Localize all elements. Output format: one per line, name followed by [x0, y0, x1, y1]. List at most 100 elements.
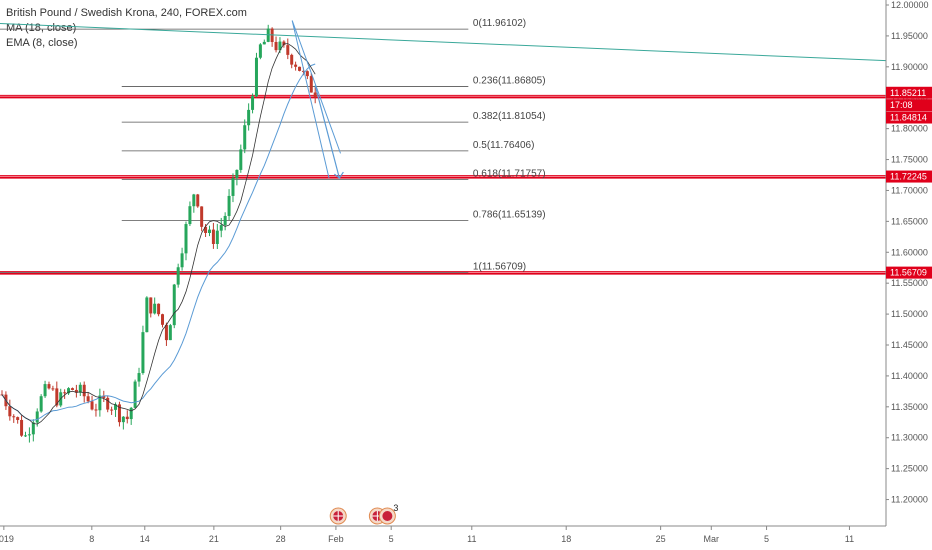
drawings [0, 20, 887, 179]
price-tag-label-3: 11.72245 [890, 172, 927, 182]
candle-body [51, 388, 55, 390]
candle-body [254, 57, 258, 97]
candle-body [305, 71, 309, 77]
candle-body [78, 384, 82, 393]
candle-body [298, 66, 302, 71]
candle-body [145, 297, 149, 333]
candle-body [286, 45, 290, 55]
fib-label-4: 0.618(11.71757) [473, 169, 546, 180]
x-tick-label: Mar [704, 534, 720, 544]
fibonacci-retracement: 0(11.96102) 0.236(11.86805) 0.382(11.81054… [0, 18, 546, 274]
y-tick-label: 11.70000 [891, 185, 928, 195]
y-tick-label: 11.95000 [891, 31, 928, 41]
price-tag-2 [886, 111, 932, 124]
candle-body [82, 384, 86, 397]
candle-body [8, 406, 12, 417]
candle-body [251, 96, 255, 110]
candle-body [110, 409, 114, 411]
price-tag-label-1: 17:08 [890, 100, 913, 110]
candle-body [301, 70, 305, 72]
horizontal-levels [0, 94, 886, 275]
candle-body [278, 41, 282, 51]
candle-body [204, 226, 208, 233]
candle-body [94, 409, 98, 411]
ema-indicator-label[interactable]: EMA (8, close) [6, 37, 78, 49]
candle-body [188, 206, 192, 225]
x-tick-label: 18 [561, 534, 571, 544]
candle-body [274, 41, 278, 51]
candle-body [164, 324, 168, 341]
candle-body [219, 225, 223, 231]
price-tag-4 [886, 266, 932, 279]
candle-body [149, 297, 153, 314]
candle-body [141, 332, 145, 374]
candle-body [133, 381, 137, 408]
y-tick-label: 11.40000 [891, 371, 928, 381]
candle-body [309, 76, 313, 93]
projection-lines [291, 20, 341, 179]
candle-body [39, 396, 43, 412]
fib-label-1: 0.236(11.86805) [473, 76, 546, 87]
candle-body [129, 407, 133, 420]
y-tick-label: 11.45000 [891, 340, 928, 350]
candle-body [282, 41, 286, 46]
candle-body [16, 417, 20, 420]
candle-body [47, 384, 51, 389]
candle-body [125, 416, 129, 420]
fib-label-5: 0.786(11.65139) [473, 210, 546, 221]
candle-body [313, 92, 317, 97]
candle-body [227, 195, 231, 216]
event-flag-icon[interactable]: 3 [368, 503, 398, 525]
y-tick-label: 11.30000 [891, 433, 928, 443]
x-tick-label: 28 [276, 534, 286, 544]
time-axis-bg [0, 526, 932, 550]
candle-body [106, 397, 110, 410]
y-tick-label: 11.25000 [891, 464, 928, 474]
x-tick-label: 25 [656, 534, 666, 544]
candle-body [102, 395, 106, 398]
x-tick-label: 2019 [0, 534, 14, 544]
candle-body [211, 229, 215, 244]
x-tick-label: 21 [209, 534, 219, 544]
candle-body [172, 284, 176, 326]
candle-body [70, 388, 74, 390]
ma-line [1, 63, 316, 421]
y-tick-label: 11.65000 [891, 216, 928, 226]
candle-body [35, 411, 39, 423]
candle-body [176, 267, 180, 285]
y-tick-label: 12.00000 [891, 0, 929, 10]
candle-body [161, 314, 165, 325]
y-tick-label: 11.80000 [891, 124, 928, 134]
candle-body [247, 109, 251, 126]
candle-body [12, 416, 16, 418]
price-tag-label-0: 11.85211 [890, 88, 926, 98]
event-flag-icon[interactable] [329, 507, 347, 525]
candle-body [243, 125, 247, 150]
y-tick-label: 11.35000 [891, 402, 928, 412]
symbol-title: British Pound / Swedish Krona, 240, FORE… [6, 7, 247, 19]
price-tag-label-4: 11.56709 [890, 268, 927, 278]
price-tag-3 [886, 170, 932, 183]
candle-body [157, 303, 161, 315]
x-tick-label: Feb [328, 534, 344, 544]
candle-body [207, 229, 211, 233]
x-tick-label: 5 [389, 534, 394, 544]
event-count-badge: 3 [393, 503, 398, 513]
candle-body [74, 389, 78, 393]
candle-body [121, 416, 125, 423]
event-markers: 3 [329, 503, 398, 525]
fib-label-3: 0.5(11.76406) [473, 140, 535, 151]
candle-body [180, 253, 184, 268]
candle-body [196, 194, 200, 207]
price-tag-0 [886, 86, 932, 99]
event-flag-core-2 [382, 511, 393, 521]
x-tick-label: 5 [764, 534, 769, 544]
candle-body [290, 54, 294, 65]
candle-body [153, 303, 157, 314]
candle-body [20, 419, 24, 436]
candle-body [67, 388, 71, 394]
candle-body [117, 404, 121, 423]
candle-body [215, 230, 219, 244]
